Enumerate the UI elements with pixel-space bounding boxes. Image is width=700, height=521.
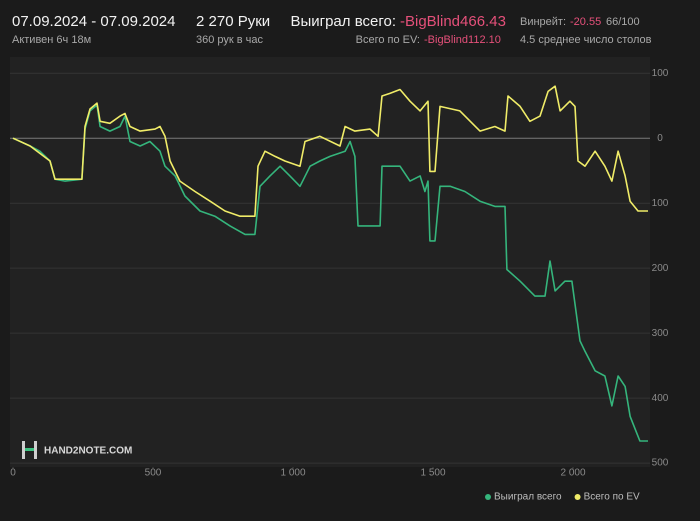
legend-marker	[485, 494, 491, 500]
y-tick-label: 200	[652, 263, 669, 274]
winrate-unit: 66/100	[606, 16, 640, 28]
winrate-label: Винрейт:	[520, 16, 566, 28]
y-tick-label: 300	[652, 328, 669, 339]
y-tick-label: 0	[657, 133, 663, 144]
x-tick-label: 2 000	[560, 468, 585, 479]
won-value: -BigBlind466.43	[400, 13, 506, 30]
y-tick-label: 400	[652, 393, 669, 404]
ev-label: Всего по EV:	[356, 34, 420, 46]
hands-per-hour: 360 рук в час	[196, 34, 264, 46]
logo-icon	[22, 441, 25, 459]
legend-marker	[574, 494, 581, 500]
y-tick-label: 100	[652, 68, 669, 79]
active-time: Активен 6ч 18м	[12, 34, 91, 46]
date-range: 07.09.2024 - 07.09.2024	[12, 13, 175, 30]
ev-value: -BigBlind112.10	[424, 34, 501, 46]
logo-icon	[34, 441, 37, 459]
x-tick-label: 0	[10, 468, 16, 479]
series-line	[12, 104, 648, 442]
x-tick-label: 1 000	[280, 468, 305, 479]
logo-text: HAND2NOTE.COM	[44, 446, 132, 457]
plot-area	[10, 57, 650, 467]
legend-label: Выиграл всего	[494, 492, 562, 503]
y-tick-label: 100	[652, 198, 669, 209]
y-tick-label: 500	[652, 458, 669, 469]
hands: 2 270 Руки	[196, 13, 270, 30]
won-label: Выиграл всего:	[290, 13, 396, 30]
x-tick-label: 1 500	[420, 468, 445, 479]
tables: 4.5 среднее число столов	[520, 34, 652, 46]
logo: HAND2NOTE.COM	[22, 441, 132, 459]
logo-icon	[25, 448, 34, 451]
legend-label: Всего по EV	[584, 492, 640, 503]
series-line	[12, 85, 648, 217]
x-tick-label: 500	[145, 468, 162, 479]
winrate-value: -20.55	[570, 16, 601, 28]
